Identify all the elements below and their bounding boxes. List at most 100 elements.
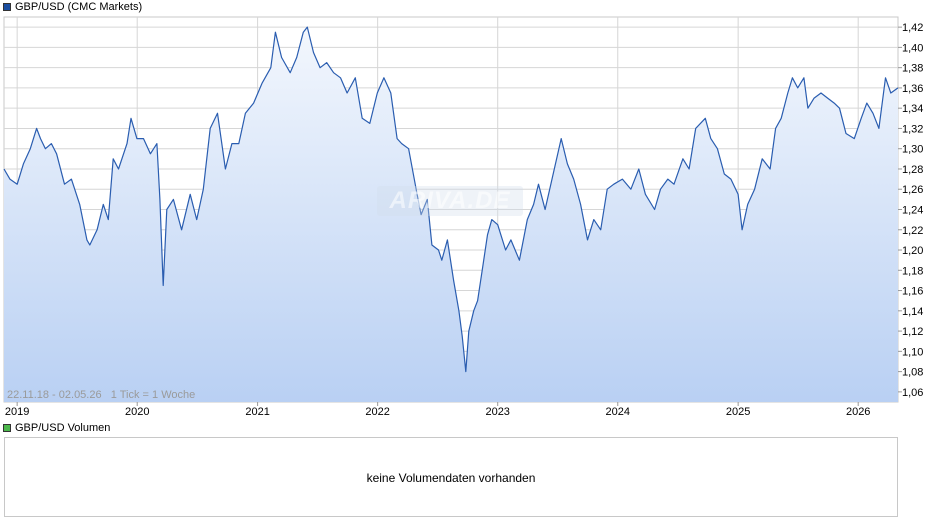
volume-empty-message: keine Volumendaten vorhanden: [366, 471, 536, 485]
data-point: [400, 142, 403, 145]
y-tick-label: 1,40: [902, 42, 923, 54]
data-point: [354, 76, 357, 79]
data-point: [586, 238, 589, 241]
y-axis: 1,06 1,08 1,10 1,12 1,14 1,16 1,18 1,20 1,22 1,24…: [898, 22, 923, 399]
price-line: [3, 26, 899, 373]
data-point: [389, 91, 392, 94]
x-tick-label: 2025: [726, 406, 750, 418]
data-point: [637, 167, 640, 170]
data-point: [481, 269, 484, 272]
data-point: [129, 117, 132, 120]
x-tick-label: 2022: [365, 406, 389, 418]
data-point: [572, 178, 575, 181]
data-point: [796, 86, 799, 89]
data-point: [486, 233, 489, 236]
data-point: [709, 137, 712, 140]
x-axis: 2019 2020 2021 2022 2023 2024 2025 2026: [5, 402, 870, 418]
data-point: [142, 137, 145, 140]
y-tick-label: 1,24: [902, 205, 923, 217]
data-point: [95, 228, 98, 231]
range-info-label: 22.11.18 - 02.05.26 1 Tick = 1 Woche: [7, 389, 195, 401]
data-point: [306, 26, 309, 29]
data-point: [88, 243, 91, 246]
data-point: [780, 117, 783, 120]
data-point: [599, 228, 602, 231]
data-point: [681, 157, 684, 160]
data-point: [606, 188, 609, 191]
y-tick-label: 1,10: [902, 346, 923, 358]
data-point: [395, 137, 398, 140]
data-point: [407, 147, 410, 150]
data-point: [653, 208, 656, 211]
data-point: [753, 188, 756, 191]
data-point: [22, 162, 25, 165]
data-point: [746, 203, 749, 206]
data-point: [102, 203, 105, 206]
data-point: [621, 178, 624, 181]
x-tick-label: 2026: [846, 406, 870, 418]
y-tick-label: 1,32: [902, 123, 923, 135]
data-point: [195, 218, 198, 221]
data-point: [768, 167, 771, 170]
data-point: [237, 142, 240, 145]
data-point: [312, 51, 315, 54]
data-point: [592, 218, 595, 221]
volume-chart-panel: keine Volumendaten vorhanden: [4, 437, 898, 517]
y-tick-label: 1,28: [902, 164, 923, 176]
data-point: [269, 66, 272, 69]
data-point: [761, 157, 764, 160]
y-tick-label: 1,14: [902, 306, 923, 318]
data-point: [302, 31, 305, 34]
data-point: [117, 167, 120, 170]
data-point: [8, 178, 11, 181]
data-point: [716, 147, 719, 150]
data-point: [629, 188, 632, 191]
data-point: [295, 56, 298, 59]
data-point: [740, 228, 743, 231]
data-point: [39, 137, 42, 140]
data-point: [158, 198, 161, 201]
watermark-logo: ARIVA.DE: [377, 186, 523, 216]
data-point: [802, 76, 805, 79]
data-point: [244, 112, 247, 115]
data-point: [155, 142, 158, 145]
data-point: [361, 117, 364, 120]
data-point: [550, 178, 553, 181]
data-point: [659, 188, 662, 191]
data-point: [437, 248, 440, 251]
y-tick-label: 1,38: [902, 63, 923, 75]
data-point: [224, 167, 227, 170]
data-point: [29, 147, 32, 150]
data-point: [44, 147, 47, 150]
data-point: [368, 122, 371, 125]
data-point: [884, 76, 887, 79]
data-point: [70, 178, 73, 181]
data-point: [838, 107, 841, 110]
x-tick-label: 2020: [125, 406, 149, 418]
y-tick-label: 1,34: [902, 103, 923, 115]
data-point: [694, 127, 697, 130]
legend-swatch-volume: [3, 424, 11, 432]
data-point: [107, 218, 110, 221]
data-point: [532, 203, 535, 206]
data-point: [490, 218, 493, 221]
x-tick-label: 2019: [5, 406, 29, 418]
data-point: [509, 238, 512, 241]
data-point: [644, 193, 647, 196]
data-point: [464, 370, 467, 373]
price-chart[interactable]: 1,06 1,08 1,10 1,12 1,14 1,16 1,18 1,20 1,22 1,24…: [0, 0, 940, 420]
data-point: [853, 137, 856, 140]
data-point: [325, 61, 328, 64]
data-point: [877, 127, 880, 130]
x-tick-label: 2024: [606, 406, 630, 418]
data-point: [85, 238, 88, 241]
data-point: [526, 218, 529, 221]
data-point: [537, 183, 540, 186]
data-point: [180, 228, 183, 231]
data-point: [430, 243, 433, 246]
data-point: [135, 137, 138, 140]
data-point: [162, 284, 165, 287]
legend-label-volume: GBP/USD Volumen: [15, 422, 111, 434]
data-point: [791, 76, 794, 79]
x-tick-label: 2021: [245, 406, 269, 418]
